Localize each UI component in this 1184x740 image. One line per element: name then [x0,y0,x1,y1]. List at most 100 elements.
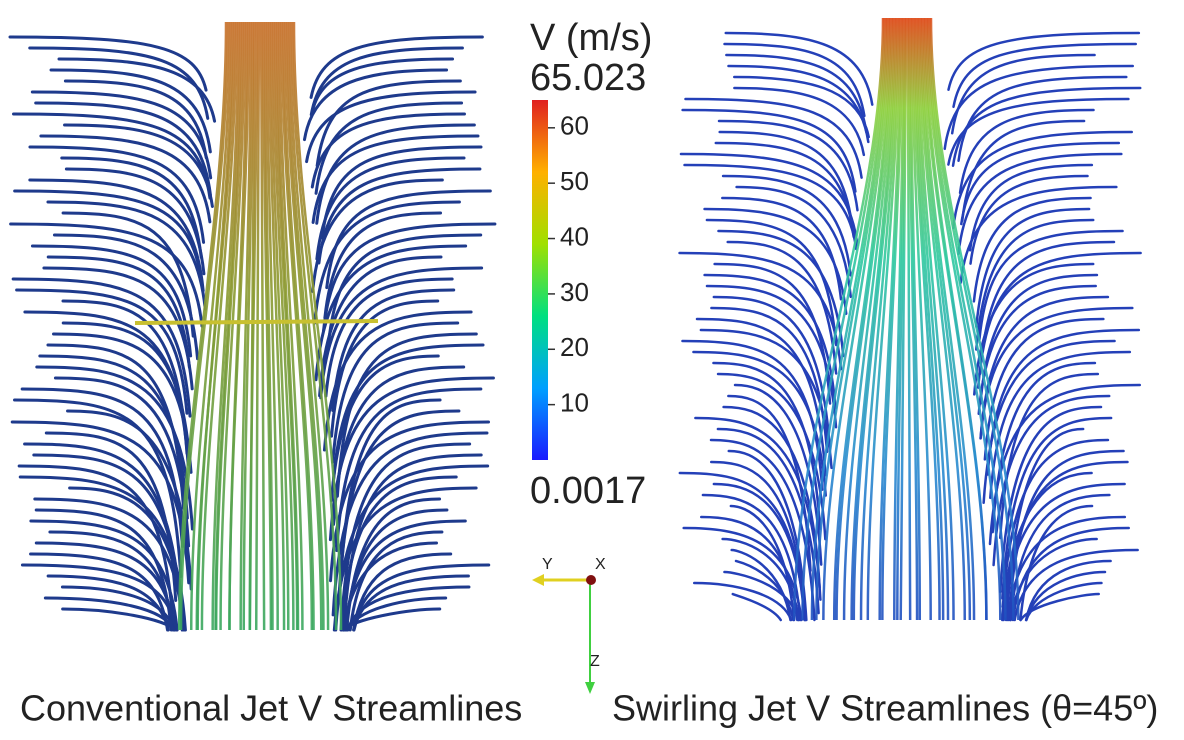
jet-streamline [893,17,905,621]
streamline [975,207,1091,328]
jet-streamline [179,21,230,631]
streamline [735,185,853,299]
jet-streamline [219,21,246,631]
streamline [9,222,204,328]
streamline [712,482,807,622]
streamline [15,288,189,415]
jet-streamline [282,21,315,631]
streamline [315,79,462,168]
jet-streamline [859,17,899,621]
jet-streamline [261,21,273,631]
streamline [46,343,185,510]
streamline [52,332,193,474]
jet-streamline [866,17,901,621]
streamline [342,541,438,632]
streamline [42,266,194,391]
streamline [999,405,1103,594]
streamline [703,207,848,315]
streamline [947,31,1141,91]
jet-streamline [918,17,966,621]
jet-streamline [239,21,252,631]
jet-streamline [835,17,893,621]
streamlines [8,17,1142,632]
colorbar-max: 65.023 [530,57,646,99]
streamline [328,376,495,542]
streamline [943,64,1134,151]
colorbar-title: V (m/s) [530,17,652,59]
streamline [947,97,1130,166]
streamline [733,75,870,139]
jet-streamline [200,21,238,631]
streamline [1019,504,1094,622]
jet-streamline [919,17,972,621]
axis-triad: Y X Z [532,556,606,694]
colorbar-ticks: 10 20 30 40 50 60 [548,111,589,418]
jet-streamline [278,21,304,631]
streamline [733,383,823,566]
left-caption: Conventional Jet V Streamlines [20,688,522,729]
streamline [959,185,1118,284]
streamline [722,405,821,589]
streamline [38,354,189,520]
streamline [322,310,473,452]
streamline [681,339,824,491]
streamline [63,123,214,208]
streamline [331,288,456,412]
streamline [60,585,176,632]
streamline [726,240,838,375]
streamline [310,57,455,114]
colorbar-tick-label: 60 [560,111,589,141]
streamline [952,42,1137,109]
jet-streamline [177,21,228,631]
colorbar [532,100,548,460]
streamline [29,552,170,632]
y-arrowhead [532,574,544,586]
streamline [978,229,1124,341]
jet-streamline [921,17,976,621]
streamline [11,277,192,418]
streamline [693,581,793,622]
streamline [975,218,1095,351]
streamline [709,438,816,622]
jet-streamline [265,21,279,631]
streamline [1007,449,1125,622]
streamline [53,376,191,548]
jet-streamline [242,21,255,631]
streamline [305,90,477,164]
streamline [730,548,792,622]
jet-streamline [286,21,325,631]
streamline [733,86,866,157]
streamline [341,607,442,632]
streamline [33,497,186,632]
jet-streamline [906,17,912,621]
streamline [724,31,874,106]
streamline [960,141,1121,226]
jet-streamline [268,21,286,631]
jet-streamline [270,21,290,631]
streamline [731,592,782,622]
jet-streamline [290,21,338,631]
jet-streamline [810,17,888,621]
jet-streamline [852,17,898,621]
streamline [952,130,1133,230]
streamline [705,218,838,347]
z-arrowhead [585,682,595,694]
jet-streamline [878,17,902,621]
streamline [734,559,795,622]
streamline [725,53,868,134]
jet-streamline [214,21,244,631]
jet-streamline [926,17,1007,621]
streamline [714,141,855,238]
streamline [1019,592,1100,622]
jet-streamline [916,17,955,621]
z-axis-label: Z [590,653,600,670]
streamline [1009,537,1098,622]
streamline [314,101,464,195]
jet-streamline [248,21,259,631]
streamline [700,515,799,622]
streamline [30,90,213,180]
streamline [61,607,177,632]
streamline [60,156,203,259]
streamline [699,328,833,470]
streamline [721,196,843,301]
